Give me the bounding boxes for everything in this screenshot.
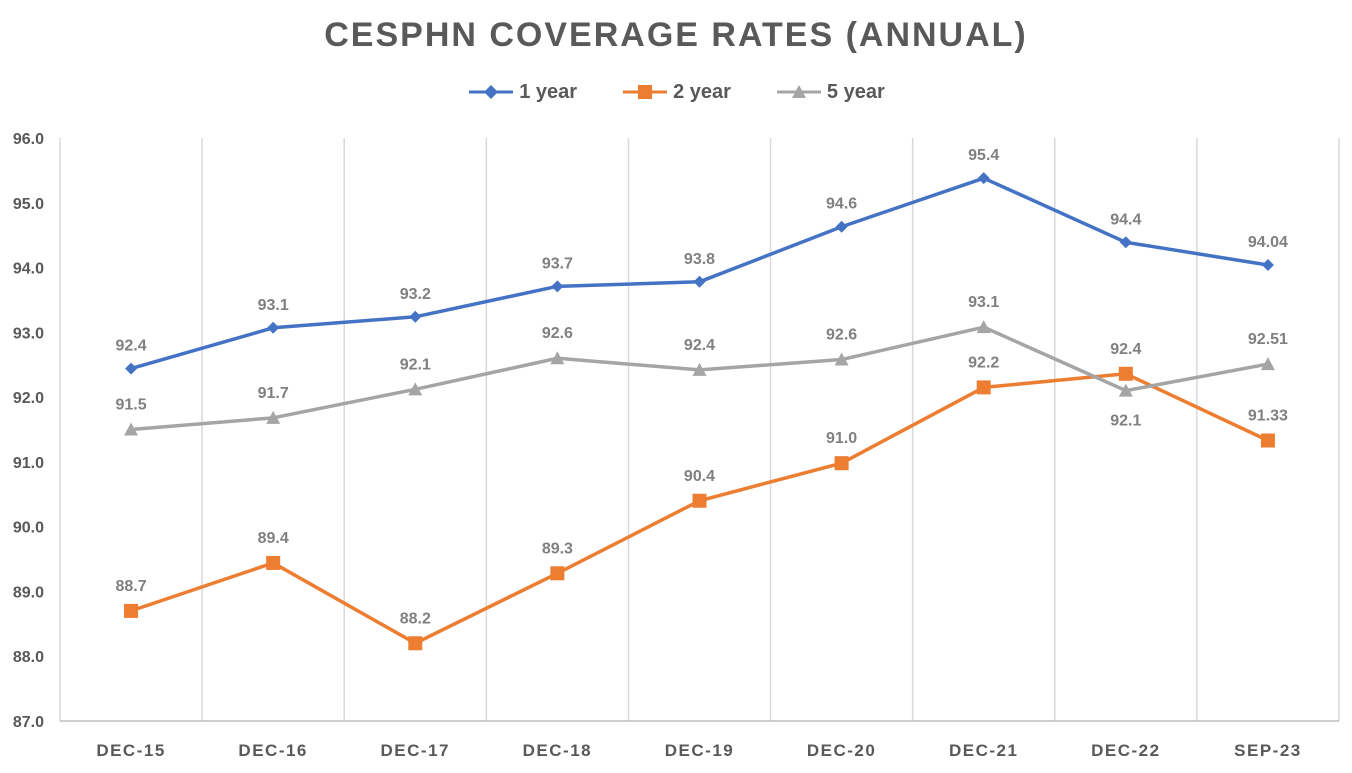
data-label-1-year: 92.4	[115, 338, 146, 355]
data-label-5-year: 91.5	[115, 397, 146, 414]
data-point-5-year[interactable]	[1260, 357, 1275, 371]
data-label-2-year: 90.4	[684, 468, 715, 485]
x-tick-label: DEC-17	[381, 741, 450, 760]
data-point-2-year[interactable]	[834, 456, 849, 471]
legend-label-1-year: 1 year	[519, 80, 578, 103]
legend-item-2-year[interactable]: 2 year	[621, 80, 731, 104]
y-tick-label: 93.0	[13, 325, 44, 342]
data-point-2-year[interactable]	[550, 566, 565, 581]
y-tick-label: 92.0	[13, 390, 44, 407]
legend-item-5-year[interactable]: 5 year	[775, 80, 885, 104]
data-label-1-year: 93.8	[684, 251, 715, 268]
data-label-1-year: 94.6	[826, 196, 857, 213]
data-label-2-year: 91.33	[1248, 408, 1288, 425]
data-point-5-year[interactable]	[976, 320, 991, 334]
data-label-2-year: 91.0	[826, 430, 857, 447]
data-point-5-year[interactable]	[266, 410, 281, 424]
data-label-1-year: 94.4	[1110, 211, 1141, 228]
chart-title: CESPHN COVERAGE RATES (ANNUAL)	[324, 16, 1028, 54]
data-point-1-year[interactable]	[1119, 236, 1132, 249]
x-tick-label: DEC-15	[96, 741, 165, 760]
x-tick-label: DEC-16	[238, 741, 307, 760]
x-tick-label: DEC-22	[1091, 741, 1160, 760]
data-label-5-year: 92.1	[400, 356, 431, 373]
data-label-5-year: 92.6	[542, 325, 573, 342]
y-tick-label: 90.0	[13, 520, 44, 537]
data-point-2-year[interactable]	[1260, 433, 1275, 448]
y-tick-label: 88.0	[13, 649, 44, 666]
data-label-1-year: 93.7	[542, 255, 573, 272]
data-label-1-year: 94.04	[1248, 234, 1288, 251]
y-tick-label: 94.0	[13, 261, 44, 278]
data-label-5-year: 92.6	[826, 327, 857, 344]
data-point-2-year[interactable]	[1118, 366, 1133, 381]
data-point-2-year[interactable]	[692, 493, 707, 508]
x-tick-label: DEC-21	[949, 741, 1018, 760]
data-label-5-year: 92.1	[1110, 413, 1141, 430]
data-label-1-year: 93.1	[258, 297, 289, 314]
triangle-marker-icon	[776, 85, 821, 98]
data-point-2-year[interactable]	[266, 555, 281, 570]
data-label-2-year: 89.4	[258, 530, 289, 547]
data-point-1-year[interactable]	[835, 220, 848, 233]
data-point-5-year[interactable]	[692, 362, 707, 376]
x-tick-label: DEC-18	[523, 741, 592, 760]
y-tick-label: 91.0	[13, 455, 44, 472]
x-tick-label: SEP-23	[1234, 741, 1302, 760]
diamond-marker-icon	[469, 85, 514, 99]
data-label-2-year: 92.4	[1110, 341, 1141, 358]
y-tick-label: 96.0	[13, 131, 44, 148]
square-marker-icon	[623, 85, 668, 99]
data-label-2-year: 88.2	[400, 610, 431, 627]
data-label-5-year: 93.1	[968, 294, 999, 311]
data-label-1-year: 95.4	[968, 147, 999, 164]
data-point-1-year[interactable]	[551, 280, 564, 293]
data-point-1-year[interactable]	[409, 310, 422, 323]
y-tick-label: 87.0	[13, 714, 44, 731]
data-label-5-year: 91.7	[258, 385, 289, 402]
data-label-2-year: 88.7	[115, 578, 146, 595]
data-label-1-year: 93.2	[400, 286, 431, 303]
legend-label-2-year: 2 year	[673, 80, 731, 103]
data-point-1-year[interactable]	[125, 362, 138, 375]
data-point-5-year[interactable]	[550, 351, 565, 365]
series-line-2-year	[130, 372, 1269, 646]
data-point-2-year[interactable]	[976, 380, 991, 395]
data-point-1-year[interactable]	[1261, 258, 1274, 271]
data-label-2-year: 92.2	[968, 354, 999, 371]
legend-item-1-year[interactable]: 1 year	[467, 80, 577, 104]
data-point-5-year[interactable]	[834, 352, 849, 366]
data-point-2-year[interactable]	[408, 636, 423, 651]
data-label-5-year: 92.51	[1248, 331, 1288, 348]
data-label-2-year: 89.3	[542, 540, 573, 557]
x-tick-label: DEC-19	[665, 741, 734, 760]
legend: 1 year 2 year 5 year	[0, 80, 1352, 104]
data-point-2-year[interactable]	[124, 603, 139, 618]
y-tick-label: 95.0	[13, 196, 44, 213]
data-point-1-year[interactable]	[693, 275, 706, 288]
legend-label-5-year: 5 year	[826, 80, 885, 103]
x-tick-label: DEC-20	[807, 741, 876, 760]
data-point-1-year[interactable]	[977, 172, 990, 185]
data-label-5-year: 92.4	[684, 337, 715, 354]
y-tick-label: 89.0	[13, 584, 44, 601]
data-point-5-year[interactable]	[124, 422, 139, 436]
data-point-5-year[interactable]	[408, 382, 423, 396]
data-point-5-year[interactable]	[1118, 383, 1133, 397]
data-point-1-year[interactable]	[267, 321, 280, 334]
